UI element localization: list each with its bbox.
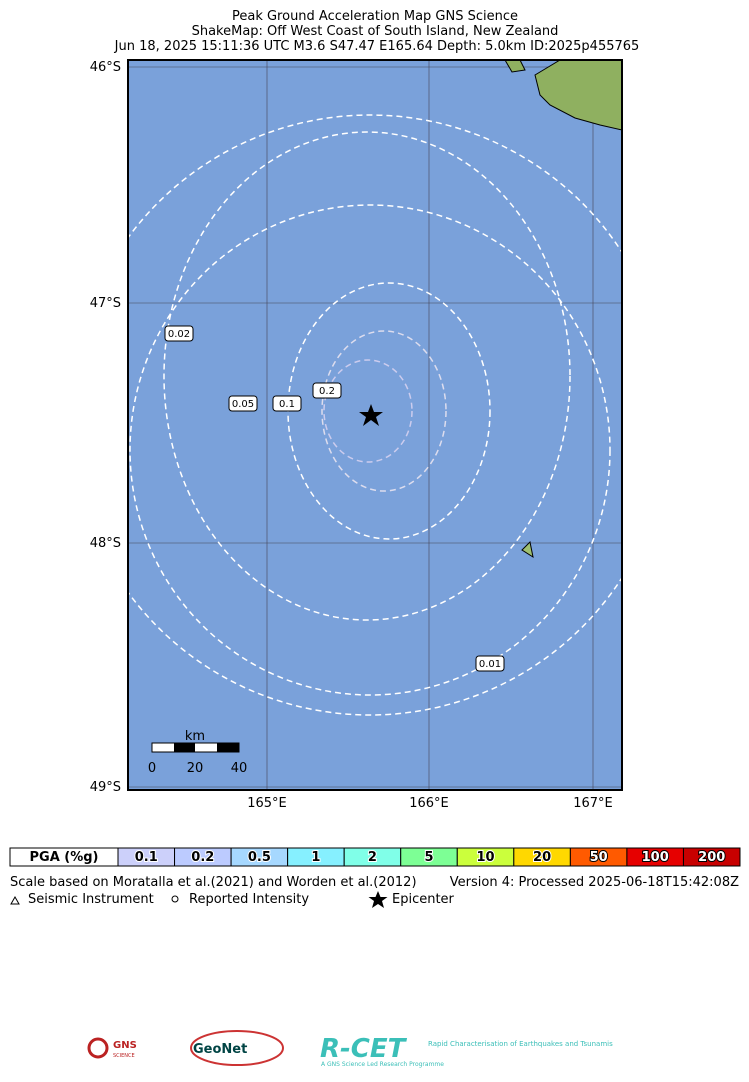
island: [521, 540, 534, 559]
legend-level: 1: [311, 850, 320, 865]
title: Peak Ground Acceleration Map GNS Science: [232, 9, 518, 24]
version: Version 4: Processed 2025-06-18T15:42:08…: [450, 875, 739, 890]
legend-level: 0.5: [248, 850, 271, 865]
event-info: Jun 18, 2025 15:11:36 UTC M3.6 S47.47 E1…: [114, 39, 640, 54]
scale-note: Scale based on Moratalla et al.(2021) an…: [10, 875, 417, 890]
logo-text: SCIENCE: [113, 1053, 135, 1059]
logos: GNS SCIENCE GeoNet R-CET Rapid Character…: [87, 1030, 613, 1068]
scale-tick: 0: [148, 761, 156, 776]
instrument-icon: [10, 895, 20, 905]
legend-level: 2: [368, 850, 377, 865]
lon-label: 166°E: [409, 796, 449, 811]
legend-level: 5: [424, 850, 433, 865]
legend-level: 0.1: [135, 850, 158, 865]
legend-level: 100: [642, 850, 669, 865]
contour-label: 0.1: [279, 399, 295, 410]
contour-label-box: [475, 655, 505, 672]
legend-cell: [682, 847, 741, 867]
logo-text: GNS: [113, 1040, 137, 1051]
contour-label-box: [312, 382, 342, 399]
logo-text: R-CET: [320, 1034, 408, 1064]
land: [504, 60, 526, 73]
map: 0.02 0.05 0.1 0.2 0.01 km 0 20 40: [128, 60, 622, 790]
ocean: [128, 60, 622, 790]
logo-text: Rapid Characterisation of Earthquakes an…: [428, 1040, 613, 1048]
legend-level: 20: [533, 850, 551, 865]
lat-label: 48°S: [90, 536, 121, 551]
lat-label: 47°S: [90, 296, 121, 311]
epicenter-icon: [368, 891, 388, 908]
contour-label: 0.01: [479, 659, 501, 670]
legend-title: PGA (%g): [30, 850, 99, 865]
contour-label-box: [228, 395, 258, 412]
scale-tick: 20: [187, 761, 204, 776]
lon-label: 167°E: [573, 796, 613, 811]
scale-unit: km: [185, 729, 205, 744]
legend-level: 0.2: [191, 850, 214, 865]
lat-label: 49°S: [90, 780, 121, 795]
lat-label: 46°S: [90, 60, 121, 75]
lon-label: 165°E: [247, 796, 287, 811]
contour-label-box: [164, 325, 194, 342]
legend-item: Epicenter: [392, 892, 455, 907]
legend-level: 10: [476, 850, 494, 865]
scale-tick: 40: [231, 761, 248, 776]
legend-item: Seismic Instrument: [28, 892, 154, 907]
logo-text: GeoNet: [193, 1042, 247, 1057]
logo-text: A GNS Science Led Research Programme: [321, 1061, 444, 1068]
epicenter: [359, 404, 383, 426]
intensity-icon: [171, 895, 179, 903]
land: [534, 60, 622, 131]
contour-label: 0.2: [319, 386, 335, 397]
legend-item: Reported Intensity: [189, 892, 309, 907]
graticule: [128, 60, 622, 790]
contour-label-box: [272, 395, 302, 412]
contour-label: 0.02: [168, 329, 190, 340]
legend-level: 200: [698, 850, 725, 865]
legend-level: 50: [590, 850, 608, 865]
contour-label: 0.05: [232, 399, 254, 410]
subtitle: ShakeMap: Off West Coast of South Island…: [192, 24, 559, 39]
scale-bar: km 0 20 40: [148, 729, 247, 776]
